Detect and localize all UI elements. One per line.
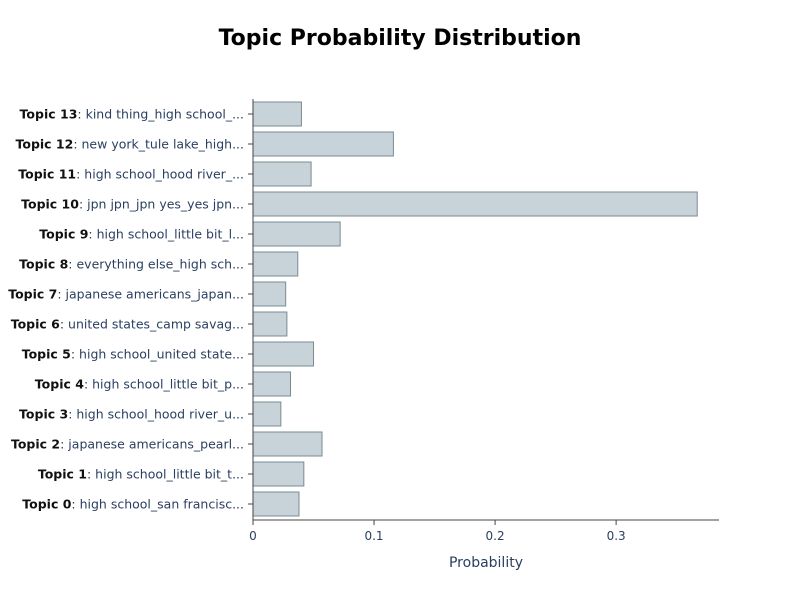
topic-name: Topic 5 <box>22 347 71 362</box>
bar-topic-8 <box>252 251 299 277</box>
topic-name: Topic 10 <box>21 197 79 212</box>
bar-topic-6 <box>252 311 288 337</box>
topic-name: Topic 4 <box>35 377 84 392</box>
y-tick-label: Topic 4: high school_little bit_p... <box>35 377 244 392</box>
bar-topic-5 <box>252 341 315 367</box>
topic-description: : jpn jpn_jpn yes_yes jpn... <box>79 197 244 212</box>
x-tick-label: 0.3 <box>607 529 626 543</box>
x-tick-label: 0.1 <box>364 529 383 543</box>
x-tick-label: 0.2 <box>486 529 505 543</box>
topic-name: Topic 3 <box>19 407 68 422</box>
topic-description: : high school_san francisc... <box>71 497 244 512</box>
bars-group <box>252 101 698 517</box>
bar-topic-9 <box>252 221 341 247</box>
bar-topic-12 <box>252 131 394 157</box>
x-axis-ticks: 0 0.1 0.2 0.3 <box>249 520 626 543</box>
bar-topic-3 <box>252 401 282 427</box>
topic-description: : high school_hood river_u... <box>68 407 244 422</box>
topic-name: Topic 12 <box>15 137 73 152</box>
bar-topic-10 <box>252 191 698 217</box>
topic-name: Topic 11 <box>18 167 76 182</box>
topic-description: : high school_little bit_p... <box>84 377 244 392</box>
y-tick-label: Topic 7: japanese americans_japan... <box>8 287 244 302</box>
chart-title: Topic Probability Distribution <box>219 26 582 51</box>
y-tick-label: Topic 9: high school_little bit_l... <box>39 227 244 242</box>
topic-description: : kind thing_high school_... <box>77 107 244 122</box>
y-tick-label: Topic 0: high school_san francisc... <box>22 497 244 512</box>
topic-description: : japanese americans_japan... <box>57 287 244 302</box>
topic-description: : japanese americans_pearl... <box>60 437 244 452</box>
topic-name: Topic 8 <box>19 257 68 272</box>
topic-description: : united states_camp savag... <box>60 317 244 332</box>
y-tick-label: Topic 11: high school_hood river_... <box>18 167 244 182</box>
topic-description: : high school_hood river_... <box>76 167 244 182</box>
x-axis-label: Probability <box>449 555 523 571</box>
y-tick-label: Topic 3: high school_hood river_u... <box>19 407 244 422</box>
bar-topic-0 <box>252 491 300 517</box>
y-tick-label: Topic 13: kind thing_high school_... <box>20 107 244 122</box>
topic-description: : new york_tule lake_high... <box>73 137 244 152</box>
bar-topic-13 <box>252 101 302 127</box>
topic-description: : high school_united state... <box>71 347 244 362</box>
topic-name: Topic 1 <box>38 467 87 482</box>
topic-name: Topic 9 <box>39 227 88 242</box>
y-tick-label: Topic 10: jpn jpn_jpn yes_yes jpn... <box>21 197 244 212</box>
topic-name: Topic 0 <box>22 497 71 512</box>
y-axis-labels: Topic 13: kind thing_high school_...Topi… <box>8 107 244 512</box>
bar-topic-11 <box>252 161 312 187</box>
topic-name: Topic 7 <box>8 287 57 302</box>
bar-topic-7 <box>252 281 287 307</box>
topic-name: Topic 13 <box>20 107 78 122</box>
y-tick-label: Topic 6: united states_camp savag... <box>11 317 244 332</box>
y-tick-label: Topic 12: new york_tule lake_high... <box>15 137 244 152</box>
topic-description: : high school_little bit_t... <box>87 467 244 482</box>
topic-description: : high school_little bit_l... <box>88 227 244 242</box>
y-tick-label: Topic 8: everything else_high sch... <box>19 257 244 272</box>
topic-description: : everything else_high sch... <box>68 257 244 272</box>
bar-topic-4 <box>252 371 292 397</box>
axes-group <box>248 99 719 521</box>
topic-name: Topic 6 <box>11 317 60 332</box>
y-tick-label: Topic 1: high school_little bit_t... <box>38 467 244 482</box>
y-tick-label: Topic 2: japanese americans_pearl... <box>11 437 244 452</box>
y-tick-label: Topic 5: high school_united state... <box>22 347 244 362</box>
topic-name: Topic 2 <box>11 437 60 452</box>
x-tick-label: 0 <box>249 529 257 543</box>
bar-topic-2 <box>252 431 323 457</box>
bar-topic-1 <box>252 461 305 487</box>
